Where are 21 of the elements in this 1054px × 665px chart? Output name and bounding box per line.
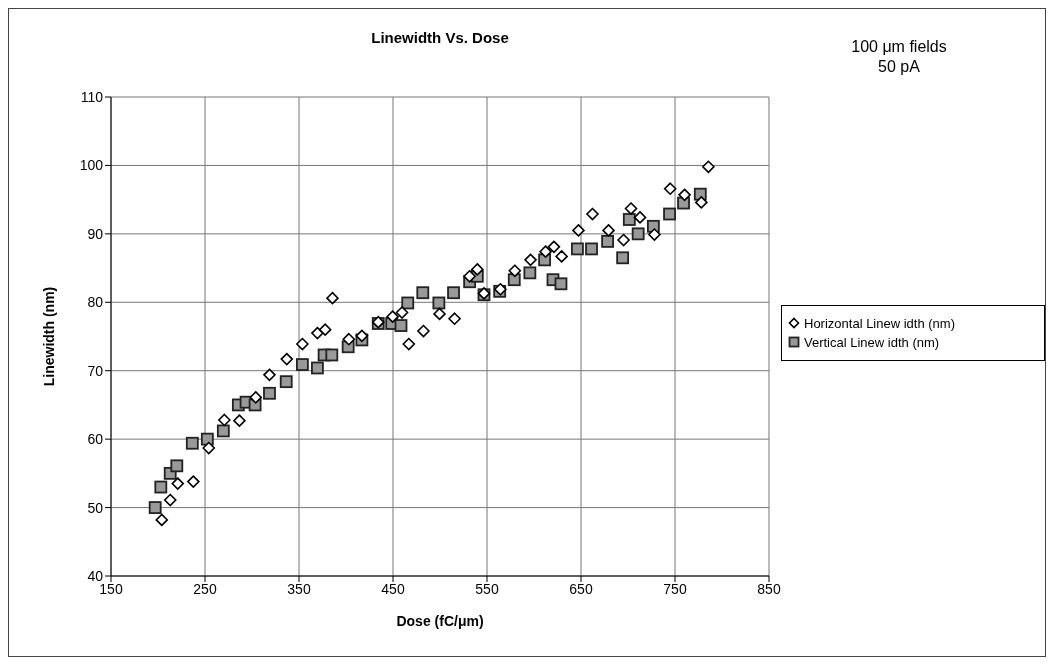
y-tick-label: 90 — [87, 225, 104, 242]
x-tick-label: 450 — [381, 580, 405, 597]
y-tick-label: 50 — [87, 499, 104, 516]
y-tick-label: 110 — [80, 88, 104, 105]
x-tick-label: 250 — [193, 580, 217, 597]
x-tick-label: 650 — [569, 580, 593, 597]
text: 100 μm fields — [850, 37, 948, 57]
x-tick-label: 350 — [287, 580, 311, 597]
x-axis-title: Dose (fC/μm) — [396, 613, 484, 629]
legend-label: Vertical Linew idth (nm) — [804, 334, 940, 350]
y-axis-title: Linewidth (nm) — [40, 286, 57, 387]
y-tick-label: 60 — [87, 431, 104, 448]
y-tick-label: 80 — [87, 294, 104, 311]
y-tick-label: 100 — [79, 157, 104, 174]
x-tick-label: 750 — [663, 580, 687, 597]
y-tick-label: 70 — [87, 362, 104, 379]
chart-title: Linewidth Vs. Dose — [370, 29, 510, 46]
legend-label: Horizontal Linew idth (nm) — [804, 315, 956, 331]
x-tick-label: 550 — [475, 580, 499, 597]
text: 50 pA — [877, 57, 921, 77]
x-tick-label: 850 — [757, 580, 781, 597]
